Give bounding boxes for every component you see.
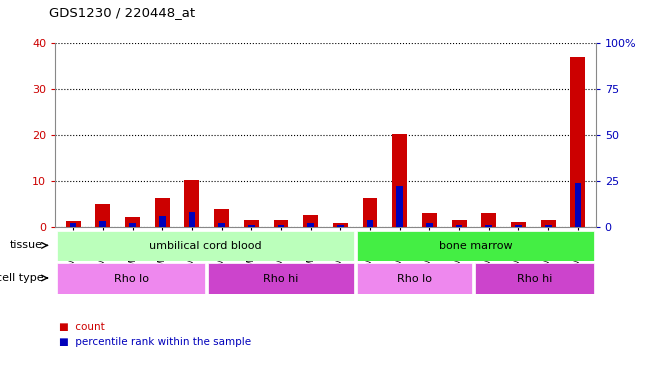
Bar	[426, 223, 433, 227]
Bar	[357, 231, 594, 261]
Text: Rho hi: Rho hi	[263, 274, 299, 284]
Bar	[456, 225, 462, 227]
Text: Rho hi: Rho hi	[517, 274, 553, 284]
Bar	[396, 186, 403, 227]
Bar	[422, 213, 437, 227]
Bar	[545, 225, 551, 227]
Bar	[481, 213, 496, 227]
Bar	[184, 180, 199, 227]
Text: bone marrow: bone marrow	[439, 241, 512, 251]
Bar	[475, 263, 594, 294]
Bar	[125, 217, 140, 227]
Bar	[570, 57, 585, 227]
Bar	[363, 198, 378, 227]
Bar	[575, 183, 581, 227]
Text: GDS1230 / 220448_at: GDS1230 / 220448_at	[49, 6, 195, 19]
Bar	[208, 263, 353, 294]
Bar	[70, 223, 76, 227]
Bar	[159, 216, 165, 227]
Bar	[214, 209, 229, 227]
Text: tissue: tissue	[10, 240, 43, 250]
Bar	[367, 219, 374, 227]
Text: Rho lo: Rho lo	[397, 274, 432, 284]
Text: cell type: cell type	[0, 273, 43, 283]
Text: ■  count: ■ count	[59, 322, 104, 332]
Bar	[57, 231, 353, 261]
Bar	[155, 198, 170, 227]
Bar	[541, 220, 555, 227]
Bar	[100, 221, 106, 227]
Bar	[218, 223, 225, 227]
Bar	[244, 219, 258, 227]
Bar	[337, 225, 344, 227]
Text: Rho lo: Rho lo	[113, 274, 148, 284]
Bar	[129, 223, 136, 227]
Bar	[277, 225, 284, 227]
Bar	[66, 221, 81, 227]
Bar	[57, 263, 205, 294]
Text: umbilical cord blood: umbilical cord blood	[149, 241, 262, 251]
Bar	[393, 134, 407, 227]
Bar	[303, 215, 318, 227]
Bar	[515, 225, 522, 227]
Bar	[452, 220, 467, 227]
Bar	[333, 223, 348, 227]
Bar	[307, 223, 314, 227]
Bar	[486, 225, 492, 227]
Text: ■  percentile rank within the sample: ■ percentile rank within the sample	[59, 337, 251, 347]
Bar	[357, 263, 473, 294]
Bar	[248, 225, 255, 227]
Bar	[96, 204, 110, 227]
Bar	[189, 212, 195, 227]
Bar	[511, 222, 526, 227]
Bar	[273, 219, 288, 227]
